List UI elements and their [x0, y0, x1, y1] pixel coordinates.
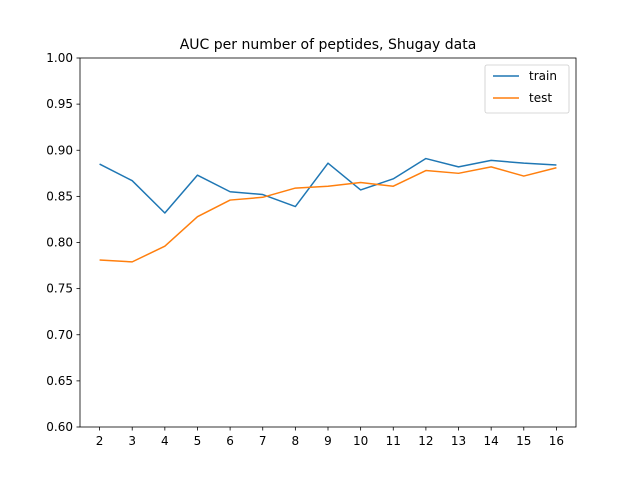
- x-tick-label: 16: [549, 434, 564, 448]
- chart-title: AUC per number of peptides, Shugay data: [180, 37, 477, 53]
- x-tick-label: 4: [161, 434, 169, 448]
- x-tick-label: 5: [194, 434, 202, 448]
- x-tick-label: 14: [484, 434, 499, 448]
- series-line-test: [99, 166, 557, 263]
- legend: train test: [484, 64, 570, 114]
- x-tick-label: 11: [386, 434, 401, 448]
- x-tick-label: 6: [226, 434, 234, 448]
- series-line-train: [99, 157, 557, 214]
- y-tick-label: 0.60: [46, 420, 73, 434]
- y-tick-label: 0.70: [46, 328, 73, 342]
- y-tick-label: 0.90: [46, 143, 73, 157]
- x-tick-label: 10: [353, 434, 368, 448]
- x-tick-label: 8: [292, 434, 300, 448]
- y-tick-label: 0.95: [46, 97, 73, 111]
- y-tick-label: 0.85: [46, 189, 73, 203]
- x-tick-label: 13: [451, 434, 466, 448]
- x-tick-label: 12: [418, 434, 433, 448]
- legend-label-train: train: [529, 69, 557, 83]
- legend-label-test: test: [529, 91, 552, 105]
- x-tick-label: 2: [96, 434, 104, 448]
- y-tick-label: 1.00: [46, 51, 73, 65]
- x-tick-label: 15: [516, 434, 531, 448]
- y-tick-label: 0.80: [46, 236, 73, 250]
- y-tick-label: 0.65: [46, 374, 73, 388]
- x-tick-label: 7: [259, 434, 267, 448]
- legend-box: [484, 64, 570, 114]
- y-tick-label: 0.75: [46, 282, 73, 296]
- x-tick-label: 9: [324, 434, 332, 448]
- x-tick-label: 3: [128, 434, 136, 448]
- plot-area: 0.60 0.65 0.70 0.75 0.80 0.85 0.90 0.95 1.00 2 3 4 5…: [46, 51, 577, 448]
